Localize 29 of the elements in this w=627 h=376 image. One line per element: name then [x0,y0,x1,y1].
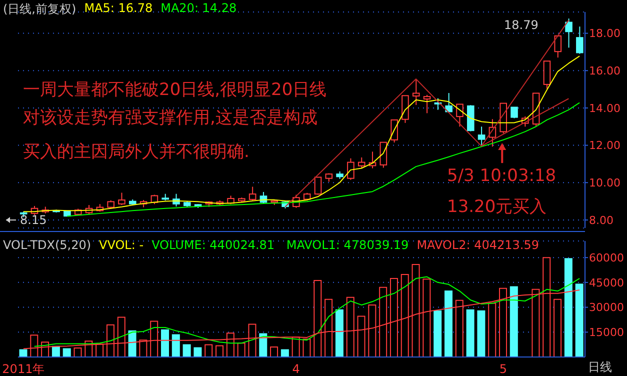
x-tick-label: 5 [499,362,508,376]
text: MA5: 16.78 [84,1,153,17]
text: 日线 [588,359,612,376]
y-tick-label: 8.00 [589,214,614,227]
text: MAVOL1: 478039.19 [286,238,409,252]
annotation: 8.15 [20,213,47,227]
x-tick-label: 2011年 [2,362,45,376]
y-tick-label: 45000 [589,276,624,290]
annotation: 13.20元买入 [447,197,547,217]
y-tick-label: 30000 [589,301,624,314]
annotation: 18.79 [504,18,538,32]
y-tick-label: 15000 [589,326,624,340]
annotation: 对该设走势有强支撑作用,这是否是构成 [23,108,318,128]
annotation: 5/3 10:03:18 [447,166,556,186]
chart-title: (日线,前复权) [3,1,76,18]
y-tick-label: 60000 [589,251,624,264]
y-tick-label: 10.00 [589,176,620,190]
text: MA20: 14.28 [160,1,237,17]
chart-title: VOL-TDX(5,20) [3,238,92,252]
annotation: 买入的主因局外人并不很明确. [23,142,250,162]
y-tick-label: 16.00 [589,64,620,78]
y-tick-label: 12.00 [589,139,620,152]
annotation: VVOL: - [99,238,144,252]
annotation: VOLUME: 440024.81 [152,238,275,252]
y-tick-label: 14.00 [589,102,620,115]
text: MAVOL2: 404213.59 [416,238,539,252]
y-tick-label: 18.00 [589,27,620,40]
annotation: 一周大量都不能破20日线,很明显20日线 [23,80,327,100]
x-tick-label: 4 [292,362,300,376]
